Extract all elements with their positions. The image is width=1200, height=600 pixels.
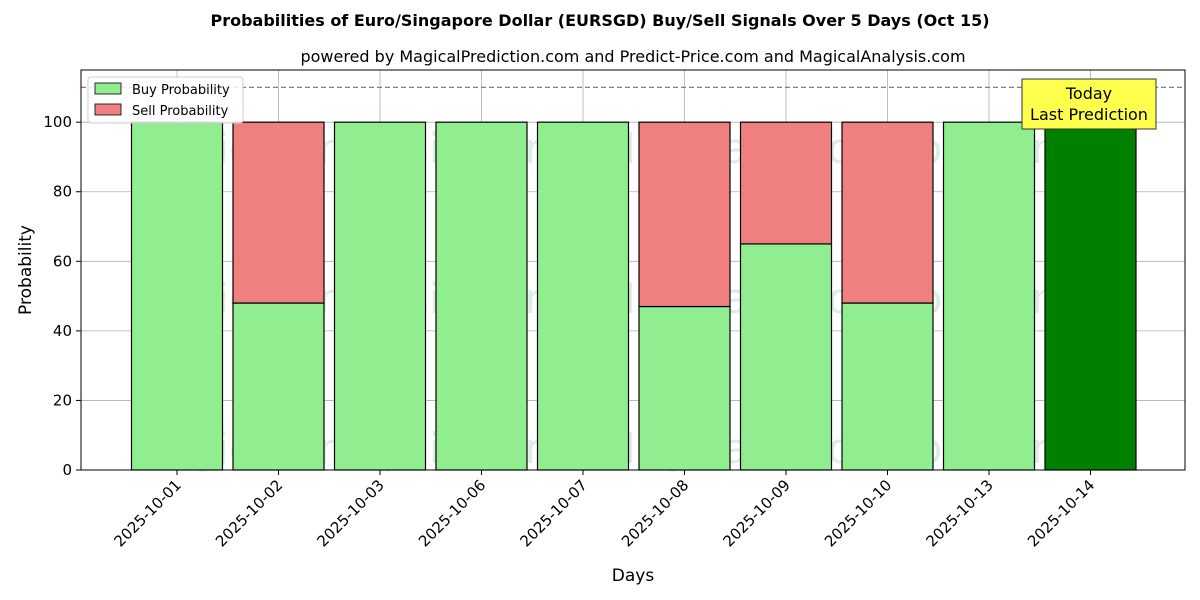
legend-label-sell: Sell Probability — [132, 104, 229, 119]
y-tick-label: 20 — [53, 391, 72, 409]
annotation-line-2: Last Prediction — [1030, 105, 1148, 124]
bar-buy — [536, 121, 630, 471]
y-axis-ticks: 0 20 40 60 80 100 — [43, 113, 81, 479]
x-axis-label: Days — [612, 566, 655, 586]
bar-buy — [841, 302, 934, 471]
x-tick-label: 2025-10-08 — [618, 476, 692, 550]
bar-buy — [638, 305, 731, 471]
x-tick-label: 2025-10-03 — [313, 476, 387, 550]
x-tick-label: 2025-10-01 — [110, 476, 184, 550]
bar-sell — [232, 121, 325, 304]
bar-sell — [841, 121, 934, 304]
bar-buy — [942, 121, 1036, 471]
bar-buy — [435, 121, 528, 471]
legend: Buy Probability Sell Probability — [87, 76, 244, 124]
bar-buy — [333, 121, 427, 471]
x-tick-label: 2025-10-06 — [415, 476, 489, 550]
bar-sell — [638, 121, 731, 308]
y-tick-label: 60 — [53, 252, 72, 270]
y-tick-label: 100 — [43, 113, 72, 131]
annotation-box — [1021, 78, 1157, 130]
x-tick-label: 2025-10-13 — [922, 476, 996, 550]
today-annotation: Today Last Prediction — [1021, 78, 1157, 130]
x-tick-label: 2025-10-02 — [212, 476, 286, 550]
x-tick-label: 2025-10-07 — [516, 476, 590, 550]
x-tick-label: 2025-10-14 — [1024, 476, 1098, 550]
bars — [130, 121, 1137, 471]
x-axis-ticks: 2025-10-01 2025-10-02 2025-10-03 2025-10-06… — [110, 470, 1098, 550]
legend-box — [87, 76, 244, 124]
chart-subtitle: powered by MagicalPrediction.com and Pre… — [300, 47, 965, 66]
x-tick-label: 2025-10-10 — [821, 476, 895, 550]
x-tick-label: 2025-10-09 — [719, 476, 793, 550]
y-tick-label: 80 — [53, 183, 72, 201]
bar-sell — [739, 121, 833, 245]
plot-frame — [80, 69, 1186, 471]
legend-swatch-sell — [94, 103, 122, 116]
legend-swatch-buy — [94, 82, 122, 95]
chart-title: Probabilities of Euro/Singapore Dollar (… — [210, 11, 989, 30]
legend-label-buy: Buy Probability — [132, 83, 230, 98]
bar-buy — [739, 243, 833, 471]
bar-buy — [232, 302, 325, 471]
bar-buy — [130, 121, 224, 471]
y-axis-label: Probability — [16, 225, 36, 315]
y-tick-label: 40 — [53, 322, 72, 340]
bar-buy — [1044, 121, 1137, 471]
annotation-line-1: Today — [1065, 84, 1112, 103]
y-tick-label: 0 — [62, 461, 72, 479]
